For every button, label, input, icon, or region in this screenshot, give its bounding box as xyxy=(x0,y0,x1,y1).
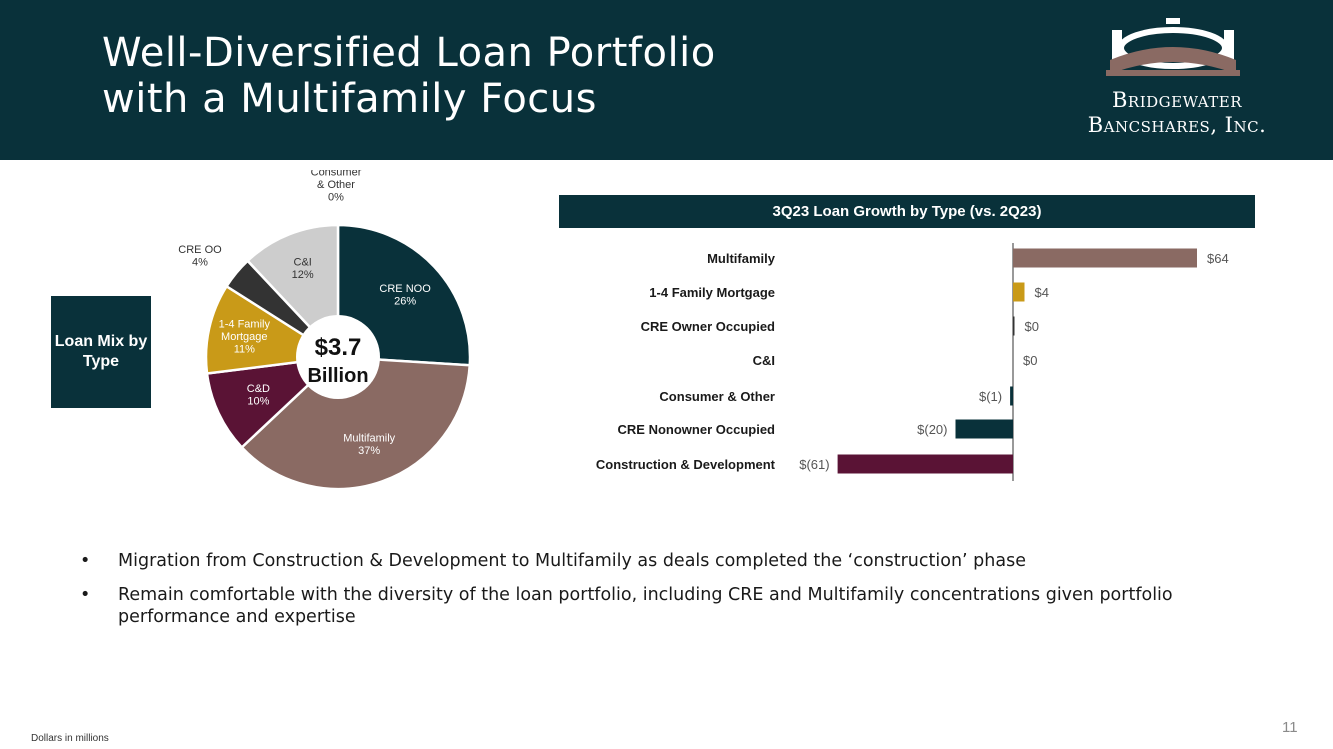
pie-label-candi: C&I12% xyxy=(292,257,314,282)
pie-category-label: CRE OO xyxy=(178,244,222,256)
logo-line-2: Bancshares, Inc. xyxy=(1087,113,1267,137)
category-label-cre-owner-occupied: CRE Owner Occupied xyxy=(641,319,775,334)
pie-category-label: Consumer xyxy=(311,170,362,179)
pie-pct-label: 12% xyxy=(292,269,314,281)
donut-center-value: $3.7 xyxy=(315,334,362,361)
pie-pct-label: 37% xyxy=(358,445,380,457)
pie-slice-cre-noo xyxy=(336,223,472,367)
value-label-multifamily: $64 xyxy=(1207,251,1229,266)
pie-category-label: Multifamily xyxy=(343,432,395,444)
value-label-cre-owner-occupied: $0 xyxy=(1025,319,1039,334)
page-title: Well-Diversified Loan Portfolio with a M… xyxy=(102,30,716,122)
pie-slice-multifamily xyxy=(240,355,472,491)
pie-label-candd: C&D10% xyxy=(247,383,270,408)
logo-wordmark: Bridgewater Bancshares, Inc. xyxy=(1062,88,1292,138)
pie-category-label: Mortgage xyxy=(221,331,267,343)
donut-center-label: Billion xyxy=(307,365,368,387)
pie-category-label: & Other xyxy=(317,179,355,191)
bar-consumer-and-other xyxy=(1010,386,1013,406)
pie-label-cre-oo: CRE OO4% xyxy=(178,244,222,268)
value-label-cre-nonowner-occupied: $(20) xyxy=(917,422,947,437)
bar-cre-nonowner-occupied xyxy=(955,419,1013,439)
pie-pct-label: 26% xyxy=(394,295,416,307)
category-label-1-4-family-mortgage: 1-4 Family Mortgage xyxy=(649,285,775,300)
pie-pct-label: 10% xyxy=(247,396,269,408)
pie-category-label: C&D xyxy=(247,383,270,395)
logo-line-1: Bridgewater xyxy=(1111,88,1243,112)
category-label-construction-and-development: Construction & Development xyxy=(596,457,776,472)
bullet-item: Migration from Construction & Developmen… xyxy=(80,550,1220,572)
bar-multifamily xyxy=(1013,248,1197,268)
loan-mix-label: Loan Mix by Type xyxy=(51,296,151,408)
bullet-item: Remain comfortable with the diversity of… xyxy=(80,584,1220,628)
title-line-1: Well-Diversified Loan Portfolio xyxy=(102,30,716,76)
value-label-construction-and-development: $(61) xyxy=(799,457,829,472)
value-label-candi: $0 xyxy=(1023,353,1037,368)
bar-construction-and-development xyxy=(837,454,1013,474)
category-label-cre-nonowner-occupied: CRE Nonowner Occupied xyxy=(618,422,776,437)
bridge-logo-icon xyxy=(1106,18,1240,76)
value-label-1-4-family-mortgage: $4 xyxy=(1035,285,1049,300)
value-label-consumer-and-other: $(1) xyxy=(979,389,1002,404)
pie-pct-label: 4% xyxy=(192,256,208,268)
bar-chart-title: 3Q23 Loan Growth by Type (vs. 2Q23) xyxy=(559,195,1255,228)
pie-pct-label: 11% xyxy=(234,344,255,356)
bullet-list: Migration from Construction & Developmen… xyxy=(80,550,1220,640)
category-label-candi: C&I xyxy=(753,353,775,368)
bar-1-4-family-mortgage xyxy=(1013,282,1025,302)
pie-pct-label: 0% xyxy=(328,192,344,204)
pie-category-label: C&I xyxy=(294,257,312,269)
footnote: Dollars in millions xyxy=(31,733,109,744)
pie-category-label: CRE NOO xyxy=(379,283,431,295)
loan-growth-bar-chart: Multifamily $64 1-4 Family Mortgage $4 CRE O… xyxy=(596,243,1229,481)
header-banner: Well-Diversified Loan Portfolio with a M… xyxy=(0,0,1333,160)
page-number: 11 xyxy=(1282,719,1298,736)
category-label-consumer-and-other: Consumer & Other xyxy=(659,389,775,404)
pie-category-label: 1-4 Family xyxy=(219,319,271,331)
company-logo: Bridgewater Bancshares, Inc. xyxy=(1062,16,1292,146)
bar-cre-owner-occupied xyxy=(1013,316,1015,336)
donut-hole xyxy=(296,315,380,399)
title-line-2: with a Multifamily Focus xyxy=(102,76,597,122)
category-label-multifamily: Multifamily xyxy=(707,251,776,266)
